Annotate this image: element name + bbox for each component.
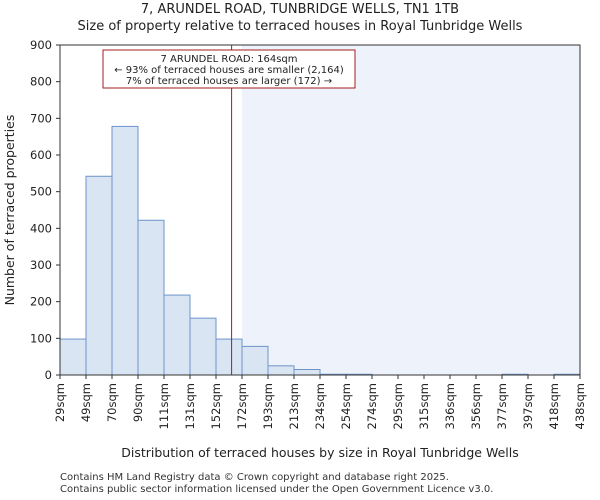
x-tick-label-295sqm: 295sqm xyxy=(391,383,405,429)
highlight-region xyxy=(242,45,580,375)
x-tick-label-90sqm: 90sqm xyxy=(131,383,145,422)
footer-line-2: Contains public sector information licen… xyxy=(60,484,494,495)
bar-49sqm xyxy=(85,175,113,376)
y-tick-label-700: 700 xyxy=(30,111,52,125)
bar-131sqm xyxy=(189,317,217,376)
y-tick-label-500: 500 xyxy=(30,185,52,199)
x-tick-label-213sqm: 213sqm xyxy=(287,383,301,429)
x-tick-label-336sqm: 336sqm xyxy=(443,383,457,429)
y-tick-label-900: 900 xyxy=(30,38,52,52)
x-tick-label-131sqm: 131sqm xyxy=(183,383,197,429)
y-tick-label-400: 400 xyxy=(30,221,52,235)
annotation-box xyxy=(102,49,356,89)
x-tick-label-49sqm: 49sqm xyxy=(79,383,93,422)
x-tick-label-377sqm: 377sqm xyxy=(495,383,509,429)
chart-title: 7, ARUNDEL ROAD, TUNBRIDGE WELLS, TN1 1T… xyxy=(140,2,460,17)
y-tick-label-200: 200 xyxy=(30,295,52,309)
chart-subtitle: Size of property relative to terraced ho… xyxy=(77,19,523,34)
x-tick-label-111sqm: 111sqm xyxy=(157,383,171,429)
bar-70sqm xyxy=(111,125,139,376)
x-tick-label-234sqm: 234sqm xyxy=(313,383,327,429)
y-tick-label-0: 0 xyxy=(45,368,52,382)
x-tick-label-397sqm: 397sqm xyxy=(521,383,535,429)
annotation-line-3: 7% of terraced houses are larger (172) → xyxy=(126,76,332,87)
x-axis-label: Distribution of terraced houses by size … xyxy=(121,445,518,460)
y-tick-label-800: 800 xyxy=(30,75,52,89)
x-tick-label-315sqm: 315sqm xyxy=(417,383,431,429)
x-tick-label-152sqm: 152sqm xyxy=(209,383,223,429)
x-tick-label-193sqm: 193sqm xyxy=(261,383,275,429)
annotation-line-2: ← 93% of terraced houses are smaller (2,… xyxy=(114,65,344,76)
y-axis-label: Number of terraced properties xyxy=(2,115,17,306)
x-tick-label-438sqm: 438sqm xyxy=(573,383,587,429)
x-tick-label-418sqm: 418sqm xyxy=(547,383,561,429)
x-tick-label-274sqm: 274sqm xyxy=(365,383,379,429)
x-tick-label-29sqm: 29sqm xyxy=(53,383,67,422)
bar-193sqm xyxy=(267,365,295,376)
bar-90sqm xyxy=(137,219,165,376)
footer-line-1: Contains HM Land Registry data © Crown c… xyxy=(60,472,449,483)
y-tick-label-600: 600 xyxy=(30,148,52,162)
x-tick-label-356sqm: 356sqm xyxy=(469,383,483,429)
bar-172sqm xyxy=(241,345,269,376)
annotation-line-1: 7 ARUNDEL ROAD: 164sqm xyxy=(160,54,297,65)
bar-111sqm xyxy=(163,294,191,376)
bar-213sqm xyxy=(293,369,321,376)
bar-152sqm xyxy=(215,338,243,376)
x-tick-label-172sqm: 172sqm xyxy=(235,383,249,429)
bar-29sqm xyxy=(59,338,87,376)
y-tick-label-100: 100 xyxy=(30,331,52,345)
x-tick-label-70sqm: 70sqm xyxy=(105,383,119,422)
x-tick-label-254sqm: 254sqm xyxy=(339,383,353,429)
y-tick-label-300: 300 xyxy=(30,258,52,272)
